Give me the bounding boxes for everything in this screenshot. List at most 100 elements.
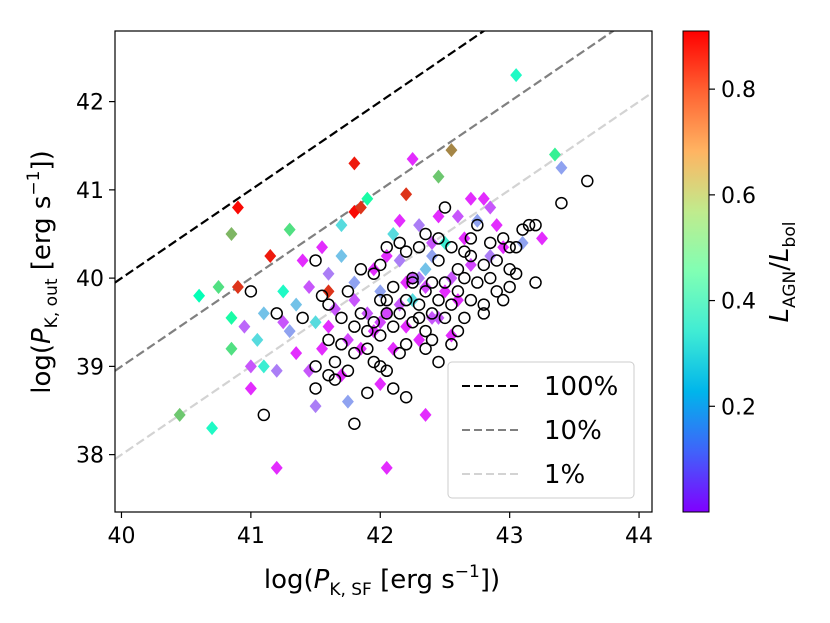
open-circle-point (529, 276, 542, 289)
diamond-point (277, 315, 290, 330)
x-axis-label: log(PK, SF [erg s−1]) (264, 562, 500, 600)
diamond-point (484, 200, 497, 215)
open-circle-point (399, 245, 413, 258)
y-axis-label: log(PK, out [erg s−1]) (24, 150, 62, 394)
open-circle-point (374, 258, 387, 272)
diamond-point (471, 213, 484, 228)
diamond-point (290, 346, 303, 361)
diamond-point (251, 332, 264, 347)
open-circle-point (406, 271, 419, 285)
diamond-point (322, 284, 335, 299)
diamond-point (380, 460, 393, 475)
open-circle-point (328, 373, 342, 386)
colorbar-label: LAGN/Lbol (765, 222, 800, 323)
diamond-point (445, 271, 458, 286)
y-tick-label: 42 (76, 91, 104, 116)
open-circle-point (348, 417, 361, 430)
open-circle-point (581, 174, 594, 188)
open-circle-point (503, 240, 516, 254)
open-circle-point (484, 236, 497, 250)
axis-ticks: 40 41 42 43 44 38 39 40 41 42 (76, 91, 653, 549)
colorbar-tick-label: 0.4 (721, 290, 756, 315)
open-circle-point (522, 218, 536, 232)
open-circle-point (341, 285, 355, 298)
open-circle-point (484, 271, 497, 285)
open-circle-point (399, 293, 413, 307)
y-tick-label: 41 (76, 179, 104, 204)
diamond-point (451, 209, 464, 224)
diamond-point (406, 151, 419, 166)
diamond-point (335, 368, 348, 383)
open-circle-point (438, 201, 452, 214)
open-circle-point (296, 311, 309, 325)
open-circle-point (503, 263, 516, 276)
diamond-point (290, 297, 303, 312)
open-circle-point (419, 324, 432, 338)
open-circle-point (529, 218, 542, 232)
diamond-point (432, 209, 445, 224)
open-circle-point (374, 360, 387, 373)
open-circle-point (348, 320, 361, 333)
open-circle-point (361, 342, 374, 355)
x-tick-label: 41 (237, 524, 265, 549)
open-circle-point (509, 240, 523, 254)
x-tick-label: 43 (496, 524, 524, 549)
data-markers (173, 68, 594, 475)
open-circle-point (270, 307, 283, 320)
open-circle-point (322, 298, 335, 311)
open-circle-point (399, 391, 413, 404)
open-circle-point (393, 307, 406, 320)
diamond-point (270, 460, 283, 475)
diamond-point (400, 319, 413, 334)
diamond-point (374, 377, 387, 392)
open-circle-point (425, 307, 439, 320)
open-circle-point (380, 307, 393, 320)
diamond-point (283, 324, 296, 339)
open-circle-point (393, 346, 406, 360)
open-circle-point (361, 324, 374, 338)
open-circle-point (367, 315, 381, 329)
colorbar-tick-label: 0.8 (721, 78, 756, 103)
diamond-point (380, 306, 393, 321)
legend-label-10: 10% (544, 416, 602, 446)
diamond-point (387, 341, 400, 356)
diamond-point (549, 147, 561, 162)
open-circle-point (503, 280, 516, 294)
reference-lines (115, 31, 652, 460)
diamond-point (419, 407, 432, 422)
open-circle-point (419, 227, 432, 241)
diamond-point (303, 363, 316, 378)
open-circle-point (309, 360, 322, 373)
diamond-point (206, 421, 218, 436)
diamond-point (367, 262, 380, 277)
diamond-point (361, 191, 374, 206)
open-circle-point (380, 293, 393, 307)
diamond-point (387, 226, 400, 241)
diamond-point (225, 310, 238, 325)
diamond-point (316, 240, 328, 255)
legend-label-1: 1% (544, 460, 585, 490)
open-circle-point (380, 364, 393, 378)
open-circle-point (438, 276, 452, 289)
open-circle-point (367, 355, 381, 369)
diamond-point (212, 279, 225, 294)
diamond-point (244, 381, 257, 396)
y-tick-label: 40 (76, 267, 104, 292)
open-circle-point (425, 333, 439, 347)
legend-label-100: 100% (544, 372, 618, 402)
open-circle-point (509, 267, 523, 280)
diamond-point (257, 359, 270, 374)
open-circle-point (412, 311, 426, 325)
open-circle-point (335, 311, 348, 325)
open-circle-point (328, 355, 342, 369)
open-circle-point (477, 258, 491, 272)
open-circle-point (322, 368, 335, 382)
open-circle-point (309, 382, 322, 395)
diamond-point (270, 363, 283, 378)
colorbar-ticks: 0.2 0.4 0.6 0.8 (709, 78, 756, 420)
diamond-point (335, 249, 348, 264)
diamond-point (477, 191, 490, 206)
diamond-point (335, 218, 348, 233)
open-circle-point (309, 254, 322, 267)
open-circle-point (464, 293, 478, 307)
